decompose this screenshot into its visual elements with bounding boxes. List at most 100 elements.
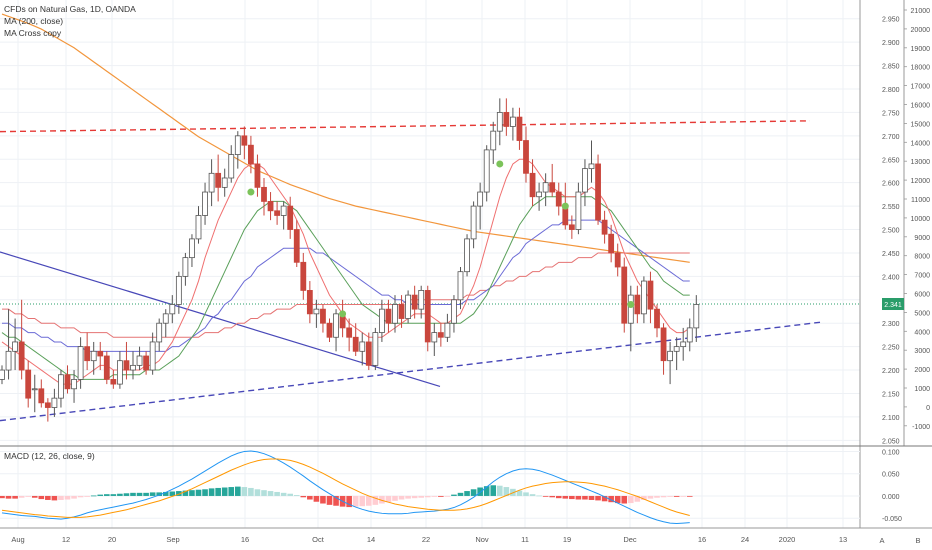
macd-histogram-bar bbox=[372, 495, 379, 505]
volume-tick-label: 18000 bbox=[911, 65, 931, 72]
ma-cross-marker bbox=[339, 310, 347, 318]
symbol-title: CFDs on Natural Gas, 1D, OANDA bbox=[4, 4, 136, 14]
candle-body bbox=[202, 191, 208, 216]
x-tick-label: 16 bbox=[698, 535, 706, 544]
candle-body bbox=[575, 191, 582, 230]
candle-body bbox=[608, 233, 615, 254]
macd-histogram-bar bbox=[221, 487, 228, 496]
candle-body bbox=[241, 135, 248, 146]
x-tick-label: Sep bbox=[166, 535, 179, 544]
price-tick-label: 2.300 bbox=[882, 321, 900, 328]
macd-histogram-bar bbox=[680, 495, 686, 497]
macd-histogram-bar bbox=[366, 495, 372, 506]
candle-body bbox=[588, 163, 595, 170]
volume-tick-label: 8000 bbox=[914, 254, 930, 261]
last-price-label: 2.341 bbox=[884, 302, 902, 309]
macd-histogram-bar bbox=[0, 495, 5, 499]
candle-body bbox=[267, 201, 274, 212]
candle-body bbox=[634, 294, 641, 315]
candle-body bbox=[51, 397, 58, 408]
x-tick-label: 22 bbox=[422, 535, 430, 544]
macd-histogram-bar bbox=[248, 487, 254, 496]
macd-histogram-bar bbox=[601, 495, 608, 502]
macd-histogram-bar bbox=[647, 495, 654, 499]
macd-histogram-bar bbox=[575, 495, 582, 500]
candle-body bbox=[667, 350, 673, 362]
price-tick-label: 2.100 bbox=[882, 415, 900, 422]
macd-histogram-bar bbox=[346, 495, 352, 508]
macd-histogram-bar bbox=[588, 495, 595, 500]
candle-body bbox=[614, 252, 621, 268]
candle-body bbox=[523, 140, 529, 174]
macd-histogram-bar bbox=[628, 495, 634, 504]
macd-histogram-bar bbox=[182, 490, 189, 496]
log-scale-button: B bbox=[915, 536, 920, 545]
macd-histogram-bar bbox=[418, 495, 424, 498]
candle-body bbox=[424, 290, 431, 343]
macd-histogram-bar bbox=[12, 495, 18, 499]
auto-scale-button: A bbox=[879, 536, 884, 545]
candle-body bbox=[195, 215, 202, 240]
price-tick-label: 2.500 bbox=[882, 228, 900, 235]
macd-title: MACD (12, 26, close, 9) bbox=[4, 451, 95, 461]
x-tick-label: 19 bbox=[563, 535, 571, 544]
macd-histogram-bar bbox=[614, 495, 621, 504]
candle-body bbox=[490, 130, 497, 151]
x-tick-label: 14 bbox=[367, 535, 375, 544]
macd-histogram-bar bbox=[51, 495, 58, 501]
ma-cross-marker bbox=[496, 160, 504, 168]
candle-body bbox=[359, 341, 366, 352]
macd-histogram-bar bbox=[352, 495, 359, 507]
ma200-line bbox=[1, 13, 690, 263]
macd-histogram-bar bbox=[307, 495, 313, 500]
candle-body bbox=[58, 374, 64, 399]
macd-histogram-bar bbox=[451, 494, 457, 496]
volume-tick-label: 3000 bbox=[914, 348, 930, 355]
macd-histogram-bar bbox=[621, 495, 628, 504]
candle-body bbox=[680, 341, 687, 348]
macd-tick-label: 0.100 bbox=[882, 449, 900, 456]
macd-histogram-bar bbox=[359, 495, 366, 507]
macd-histogram-bar bbox=[582, 495, 588, 500]
candle-body bbox=[90, 350, 97, 362]
candle-body bbox=[654, 308, 660, 329]
macd-histogram-bar bbox=[326, 495, 333, 505]
price-tick-label: 2.200 bbox=[882, 368, 900, 375]
volume-tick-label: 1000 bbox=[914, 386, 930, 393]
candle-body bbox=[660, 327, 667, 362]
macd-histogram-bar bbox=[25, 495, 31, 497]
candle-body bbox=[411, 294, 418, 310]
candle-body bbox=[673, 346, 680, 352]
volume-tick-label: 13000 bbox=[911, 159, 931, 166]
price-tick-label: 2.950 bbox=[882, 17, 900, 24]
macd-histogram-bar bbox=[320, 495, 326, 504]
candle-body bbox=[162, 313, 169, 324]
volume-tick-label: 17000 bbox=[911, 84, 931, 91]
x-tick-label: 20 bbox=[108, 535, 116, 544]
macd-histogram-bar bbox=[110, 494, 117, 496]
candle-body bbox=[595, 163, 601, 221]
candle-body bbox=[274, 210, 281, 216]
macd-histogram-bar bbox=[293, 495, 300, 496]
candle-body bbox=[261, 186, 267, 202]
price-tick-label: 2.250 bbox=[882, 345, 900, 352]
candle-body bbox=[18, 341, 25, 371]
price-tick-label: 2.650 bbox=[882, 157, 900, 164]
price-tick-label: 2.850 bbox=[882, 64, 900, 71]
macd-histogram-bar bbox=[38, 495, 45, 500]
macd-histogram-bar bbox=[64, 495, 71, 500]
macd-histogram-bar bbox=[156, 492, 162, 496]
volume-tick-label: 16000 bbox=[911, 103, 931, 110]
macd-histogram-bar bbox=[464, 491, 470, 496]
candle-body bbox=[287, 205, 294, 230]
macd-histogram-bar bbox=[444, 495, 451, 497]
macd-histogram-bar bbox=[523, 492, 529, 496]
candle-body bbox=[457, 271, 464, 301]
macd-histogram-bar bbox=[385, 495, 392, 503]
macd-histogram-bar bbox=[536, 495, 542, 497]
macd-histogram-bar bbox=[431, 495, 438, 497]
macross-legend: MA Cross copy bbox=[4, 28, 62, 38]
macd-histogram-bar bbox=[411, 495, 418, 499]
